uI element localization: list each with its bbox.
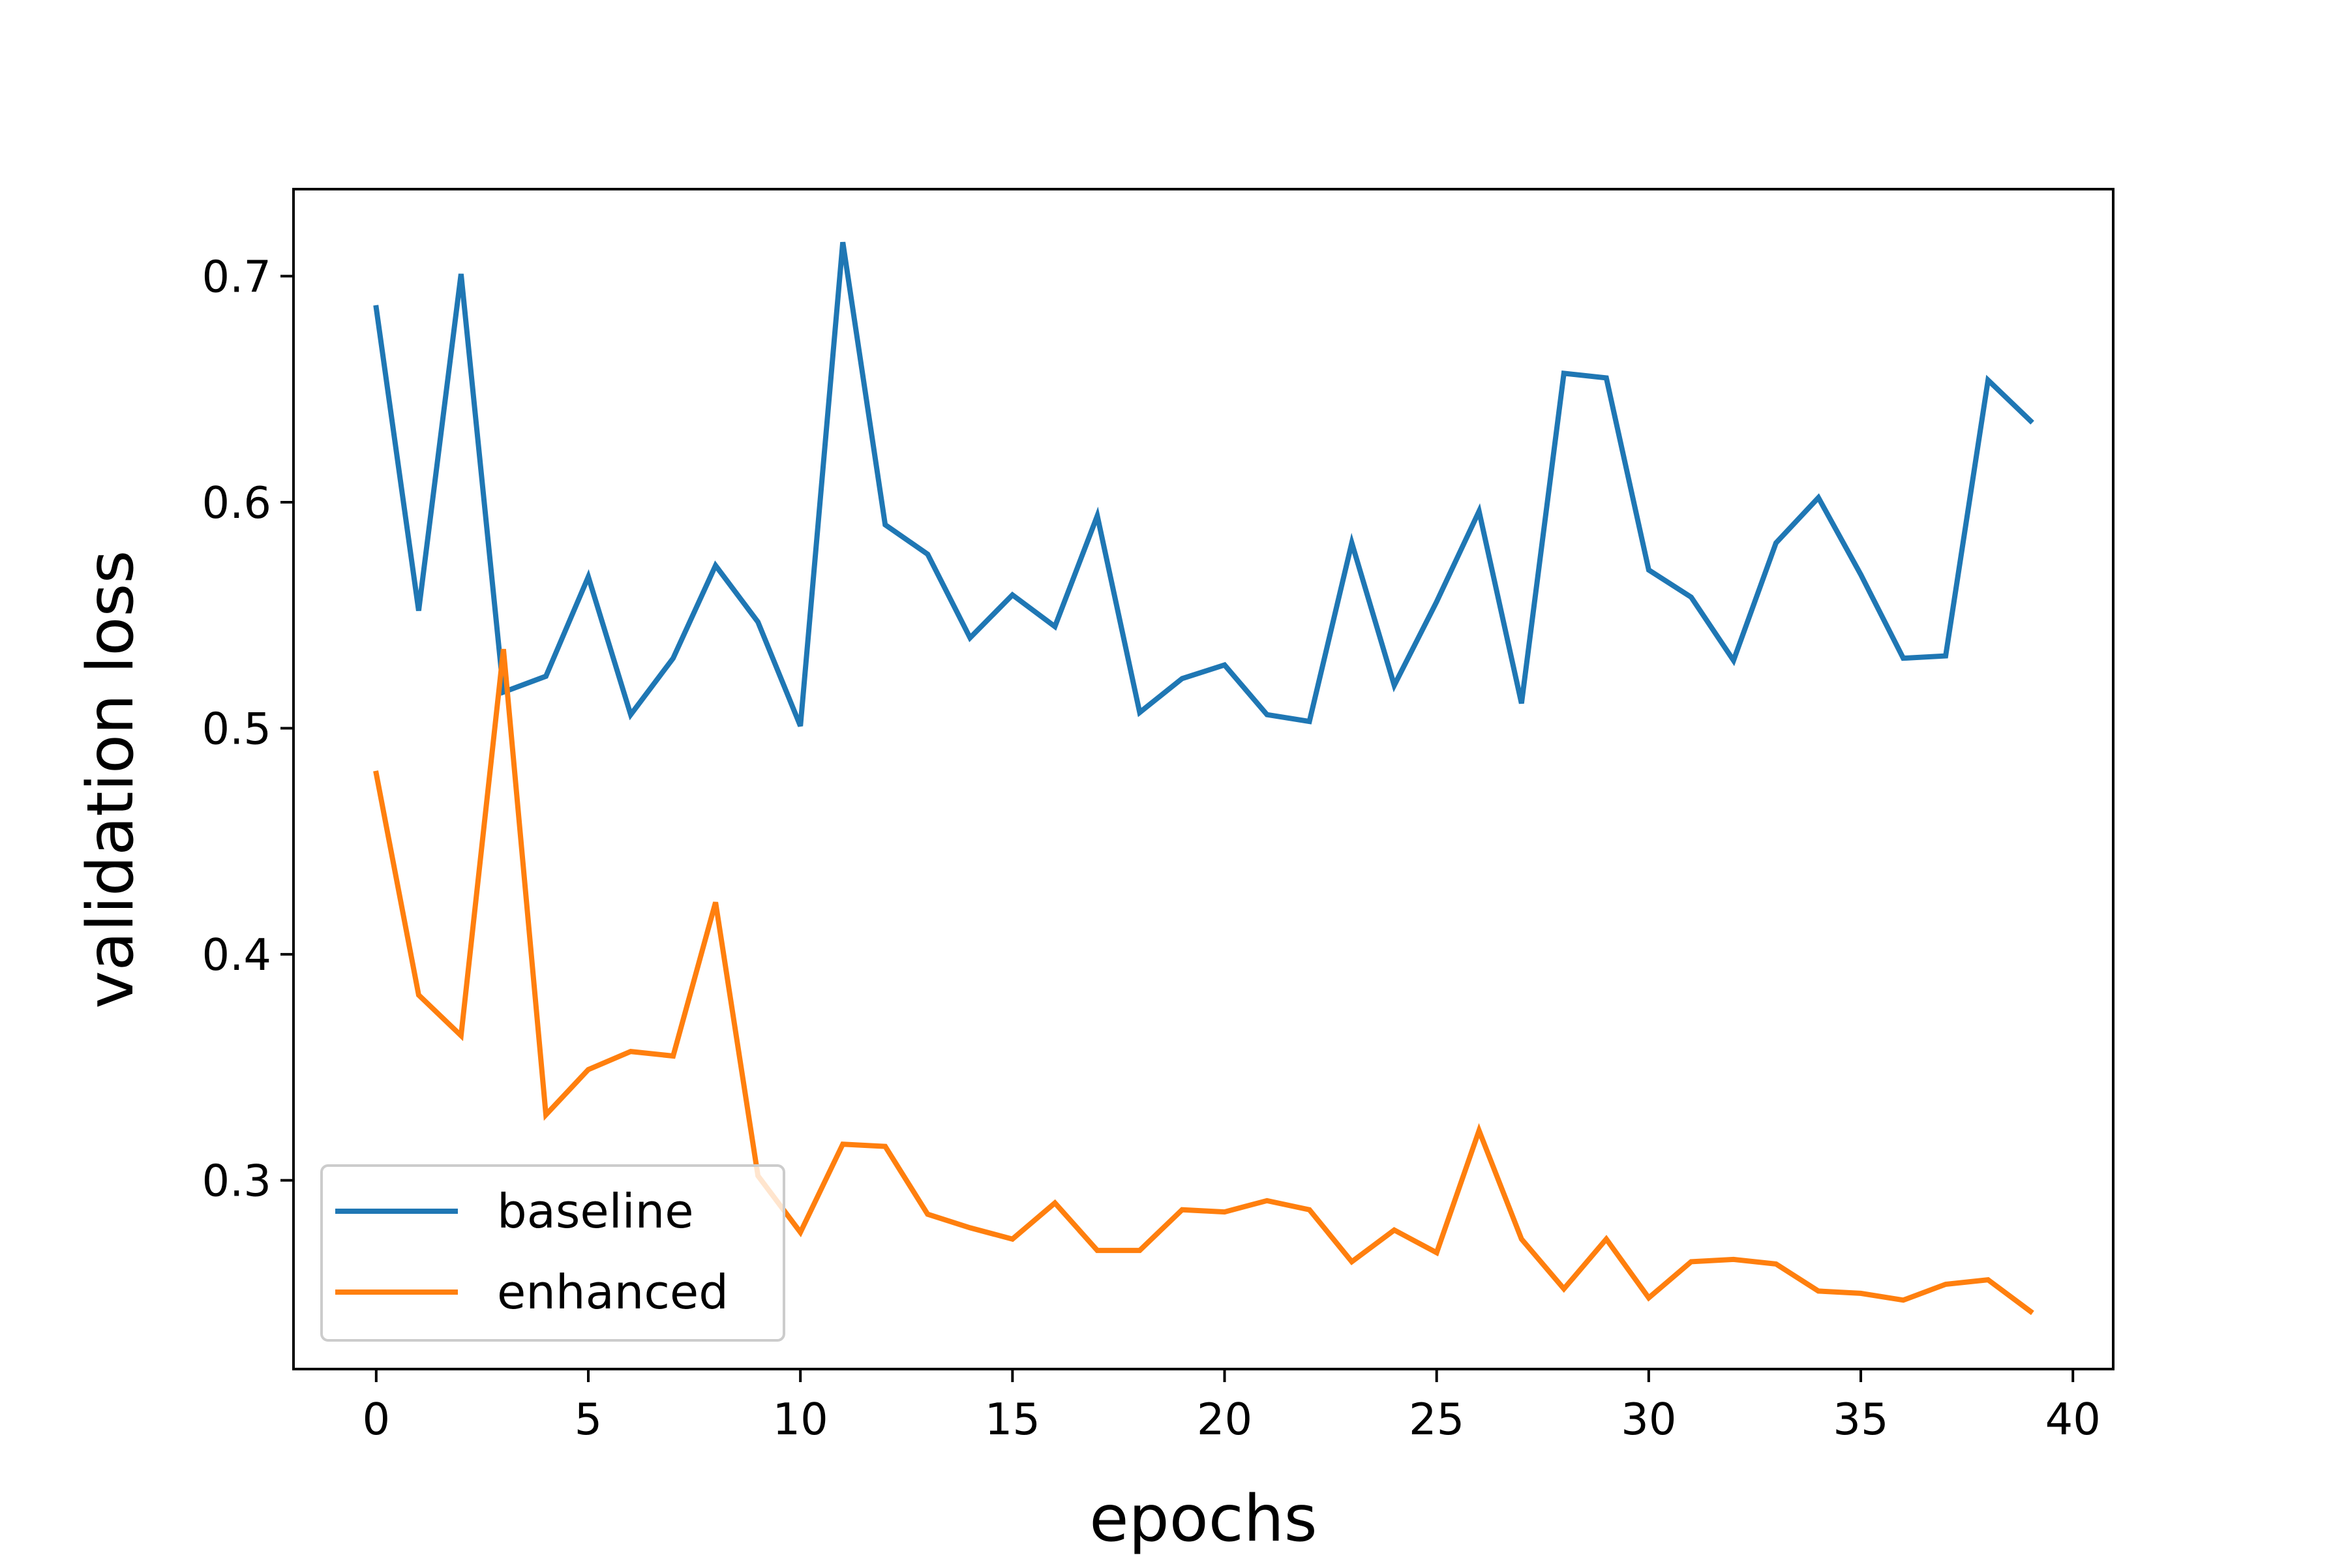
y-tick-label: 0.7 bbox=[202, 251, 271, 302]
plot-frame bbox=[292, 188, 2115, 1370]
y-axis-label: validation loss bbox=[74, 550, 148, 1009]
x-tick-label: 15 bbox=[985, 1394, 1040, 1445]
series-line-enhanced bbox=[373, 648, 2034, 1316]
y-tick-label: 0.4 bbox=[202, 929, 271, 980]
x-axis-label: epochs bbox=[1089, 1482, 1317, 1556]
x-tick-label: 25 bbox=[1409, 1394, 1464, 1445]
y-tick-label: 0.6 bbox=[202, 477, 271, 528]
y-axis-ticks: 0.3 0.4 0.5 0.6 0.7 bbox=[202, 251, 294, 1207]
y-tick-label: 0.5 bbox=[202, 704, 271, 755]
x-tick-label: 0 bbox=[362, 1394, 390, 1445]
legend-label-enhanced: enhanced bbox=[497, 1265, 729, 1319]
x-tick-label: 35 bbox=[1833, 1394, 1888, 1445]
x-tick-label: 10 bbox=[773, 1394, 828, 1445]
x-tick-label: 30 bbox=[1621, 1394, 1676, 1445]
x-tick-label: 20 bbox=[1197, 1394, 1252, 1445]
series-layer bbox=[373, 241, 2034, 1316]
x-tick-label: 40 bbox=[2045, 1394, 2101, 1445]
legend-label-baseline: baseline bbox=[497, 1184, 694, 1239]
legend: baseline enhanced bbox=[320, 1164, 785, 1342]
x-axis-ticks: 0 5 10 15 20 25 30 35 40 bbox=[362, 1369, 2101, 1445]
x-tick-label: 5 bbox=[575, 1394, 603, 1445]
y-tick-label: 0.3 bbox=[202, 1156, 271, 1207]
series-line-baseline bbox=[373, 241, 2034, 727]
